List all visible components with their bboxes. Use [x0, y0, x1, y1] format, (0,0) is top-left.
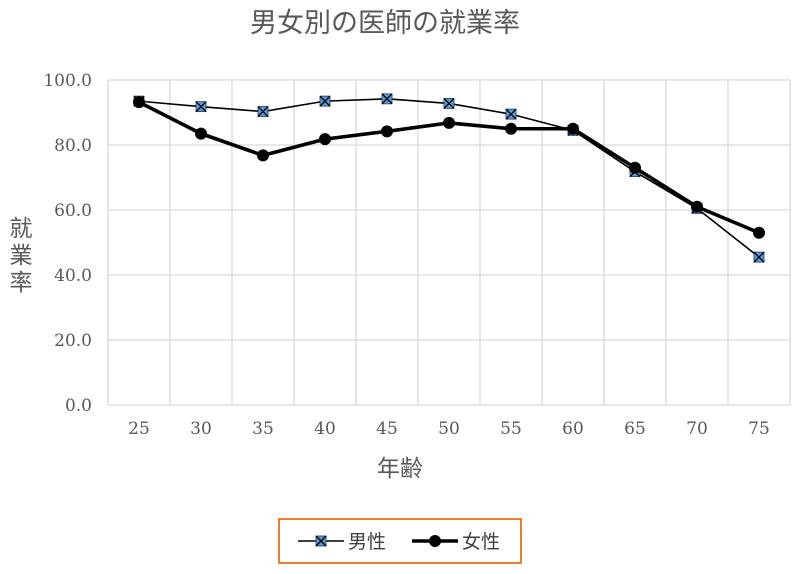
data-point [195, 101, 207, 113]
legend-label: 男性 [348, 531, 386, 553]
data-point [381, 125, 393, 138]
data-point [629, 161, 641, 174]
x-tick-label: 65 [624, 419, 646, 439]
data-point [319, 133, 331, 146]
chart-title: 男女別の医師の就業率 [250, 8, 520, 39]
data-point [753, 251, 765, 263]
y-tick-label: 0.0 [65, 396, 92, 416]
y-axis-ticks: 0.0 20.0 40.0 60.0 80.0 100.0 [43, 71, 92, 416]
x-tick-label: 55 [500, 419, 522, 439]
x-tick-label: 70 [686, 419, 708, 439]
y-tick-label: 40.0 [54, 266, 92, 286]
legend-item-female: 女性 [412, 531, 500, 553]
data-point [195, 127, 207, 140]
x-tick-label: 60 [562, 419, 584, 439]
x-tick-label: 40 [314, 419, 336, 439]
y-tick-label: 20.0 [54, 331, 92, 351]
y-axis-title-char: 就 [10, 216, 33, 242]
legend-item-male: 男性 [298, 531, 386, 553]
y-axis-title: 就業率 [10, 216, 33, 296]
x-tick-label: 25 [128, 419, 150, 439]
data-point [381, 93, 393, 105]
data-point [505, 122, 517, 135]
x-axis-title: 年齢 [377, 456, 423, 482]
data-point [443, 116, 455, 129]
data-point [319, 95, 331, 107]
data-point [753, 226, 765, 239]
x-tick-label: 45 [376, 419, 398, 439]
legend-label: 女性 [462, 531, 500, 553]
series-group [133, 93, 765, 263]
series-female [133, 96, 765, 239]
y-tick-label: 60.0 [54, 201, 92, 221]
data-point [505, 108, 517, 120]
data-point [257, 106, 269, 117]
data-point [443, 97, 455, 109]
x-tick-label: 35 [252, 419, 274, 439]
x-tick-label: 30 [190, 419, 212, 439]
y-axis-title-char: 業 [10, 243, 33, 269]
data-point [257, 149, 269, 162]
x-axis-ticks: 25 30 35 40 45 50 55 60 65 70 75 [128, 419, 770, 439]
data-point [567, 122, 579, 135]
legend: 男性 女性 [278, 518, 522, 564]
y-tick-label: 100.0 [43, 71, 92, 91]
legend-marker [315, 535, 327, 547]
data-point [691, 200, 703, 213]
y-axis-title-char: 率 [10, 270, 33, 296]
legend-marker [429, 535, 441, 547]
x-tick-label: 75 [748, 419, 770, 439]
data-point [133, 96, 145, 109]
y-tick-label: 80.0 [54, 136, 92, 156]
x-tick-label: 50 [438, 419, 460, 439]
